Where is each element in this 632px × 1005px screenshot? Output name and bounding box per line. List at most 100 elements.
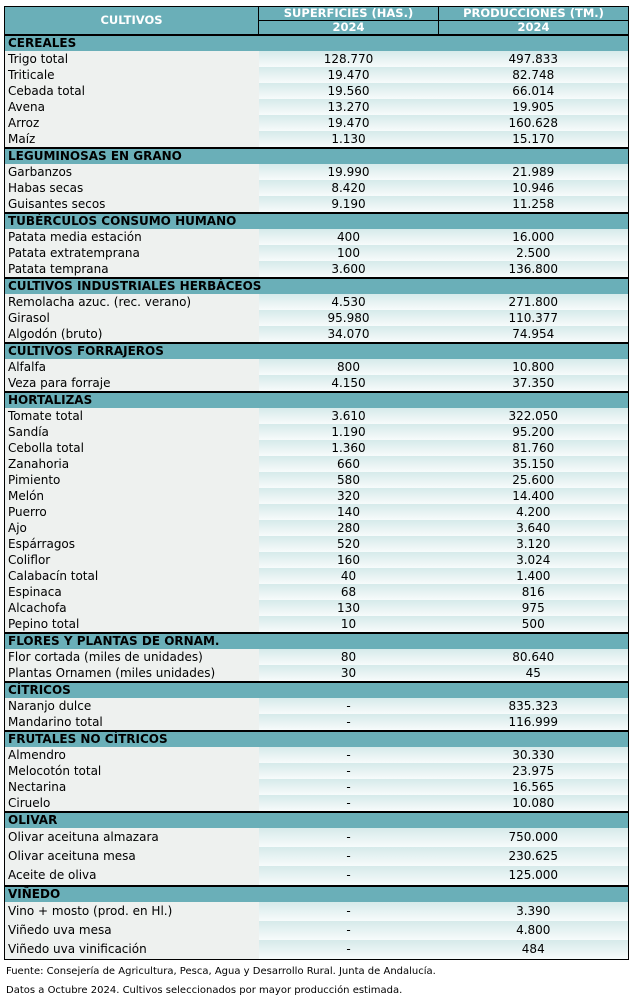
table-row: Mandarino total -116.999 [4,714,629,731]
production-value: 74.954 [438,326,629,343]
production-value: 497.833 [438,51,629,67]
surface-value: 660 [258,456,439,472]
table-body: CEREALES Trigo total 128.770 497.833 Tritica… [4,34,629,960]
crop-name: Olivar aceituna mesa [4,847,259,866]
surface-value: 13.270 [258,99,439,115]
production-value: 66.014 [438,83,629,99]
production-value: 484 [438,940,629,960]
table-row: Guisantes secos 9.190 11.258 [4,196,629,213]
surface-value: - [258,940,439,960]
production-value: 10.946 [438,180,629,196]
table-row: Arroz 19.470 160.628 [4,115,629,131]
header-producciones: PRODUCCIONES (TM.) [438,6,629,21]
table-row: Coliflor 160 3.024 [4,552,629,568]
table-row: Viñedo uva mesa -4.800 [4,921,629,940]
header-cultivos: CULTIVOS [4,6,259,36]
crop-name: Viñedo uva mesa [4,921,259,940]
header-year-superficies: 2024 [258,20,439,36]
table-row: Melocotón total -23.975 [4,763,629,779]
section-title: FRUTALES NO CÍTRICOS [4,730,629,747]
production-value: 4.200 [438,504,629,520]
crop-name: Maíz [4,131,259,148]
crop-name: Coliflor [4,552,259,568]
section-title: LEGUMINOSAS EN GRANO [4,147,629,164]
surface-value: - [258,866,439,886]
table-row: Naranjo dulce -835.323 [4,698,629,714]
surface-value: 34.070 [258,326,439,343]
crop-name: Patata temprana [4,261,259,278]
table-row: Garbanzos 19.990 21.989 [4,164,629,180]
crop-name: Viñedo uva vinificación [4,940,259,960]
production-value: 116.999 [438,714,629,731]
production-value: 1.400 [438,568,629,584]
section-header: CULTIVOS FORRAJEROS [4,342,629,359]
table-row: Vino + mosto (prod. en Hl.) -3.390 [4,902,629,921]
table-row: Espinaca 68 816 [4,584,629,600]
surface-value: - [258,902,439,921]
surface-value: - [258,763,439,779]
surface-value: 580 [258,472,439,488]
table-row: Veza para forraje 4.150 37.350 [4,375,629,392]
table-row: Alcachofa 130 975 [4,600,629,616]
crop-name: Sandía [4,424,259,440]
table-row: Aceite de oliva -125.000 [4,866,629,886]
production-value: 125.000 [438,866,629,886]
production-value: 975 [438,600,629,616]
surface-value: 19.990 [258,164,439,180]
crop-name: Melocotón total [4,763,259,779]
crop-name: Flor cortada (miles de unidades) [4,649,259,665]
section-title: CULTIVOS FORRAJEROS [4,342,629,359]
production-value: 82.748 [438,67,629,83]
surface-value: - [258,779,439,795]
surface-value: 68 [258,584,439,600]
table-row: Zanahoria 660 35.150 [4,456,629,472]
crop-name: Naranjo dulce [4,698,259,714]
table-row: Triticale 19.470 82.748 [4,67,629,83]
crop-name: Patata extratemprana [4,245,259,261]
surface-value: - [258,747,439,763]
section-header: HORTALIZAS [4,391,629,408]
surface-value: 30 [258,665,439,682]
crop-name: Melón [4,488,259,504]
table-row: Habas secas 8.420 10.946 [4,180,629,196]
crop-name: Arroz [4,115,259,131]
section-header: FLORES Y PLANTAS DE ORNAM. [4,632,629,649]
crop-name: Trigo total [4,51,259,67]
production-value: 271.800 [438,294,629,310]
production-value: 816 [438,584,629,600]
production-value: 45 [438,665,629,682]
table-row: Cebolla total 1.360 81.760 [4,440,629,456]
footer-note: Datos a Octubre 2024. Cultivos seleccion… [6,985,403,996]
surface-value: 320 [258,488,439,504]
crop-name: Aceite de oliva [4,866,259,886]
crop-name: Espárragos [4,536,259,552]
surface-value: 95.980 [258,310,439,326]
production-value: 80.640 [438,649,629,665]
production-value: 21.989 [438,164,629,180]
crop-name: Habas secas [4,180,259,196]
table-row: Olivar aceituna mesa -230.625 [4,847,629,866]
crop-name: Calabacín total [4,568,259,584]
surface-value: - [258,828,439,847]
production-value: 15.170 [438,131,629,148]
table-row: Flor cortada (miles de unidades) 80 80.640 [4,649,629,665]
table-row: Ciruelo -10.080 [4,795,629,812]
table-row: Melón 320 14.400 [4,488,629,504]
section-title: HORTALIZAS [4,391,629,408]
crop-name: Mandarino total [4,714,259,731]
header-year-producciones: 2024 [438,20,629,36]
section-header: FRUTALES NO CÍTRICOS [4,730,629,747]
crop-name: Veza para forraje [4,375,259,392]
production-value: 25.600 [438,472,629,488]
crop-name: Nectarina [4,779,259,795]
table-row: Espárragos 520 3.120 [4,536,629,552]
table-row: Tomate total 3.610 322.050 [4,408,629,424]
surface-value: 40 [258,568,439,584]
crops-table: CULTIVOS SUPERFICIES (HAS.) PRODUCCIONES… [4,6,629,960]
crop-name: Zanahoria [4,456,259,472]
production-value: 4.800 [438,921,629,940]
surface-value: - [258,847,439,866]
crop-name: Pimiento [4,472,259,488]
production-value: 160.628 [438,115,629,131]
surface-value: 140 [258,504,439,520]
